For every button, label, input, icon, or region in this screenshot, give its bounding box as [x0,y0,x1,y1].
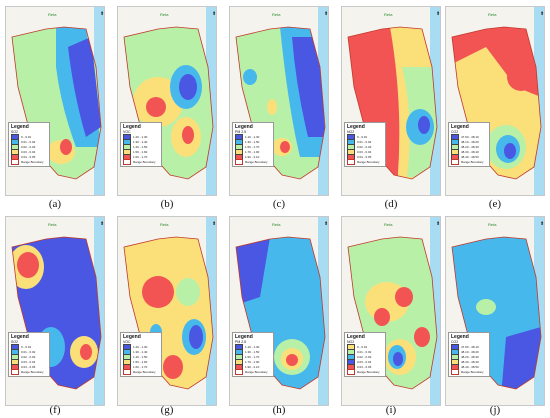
caption-h: (h) [272,404,286,416]
svg-text:Reta: Reta [488,12,497,17]
map-panel-i: Reta ⬆ Legend NO2 0 - 0.01 0.01 - 0.02 0… [341,216,441,406]
map-panel-f: Reta ⬆ Legend SO2 0 - 0.01 0.01 - 0.02 0… [5,216,105,406]
map-b: Reta ⬆ [123,7,216,195]
caption-g: (g) [160,404,174,416]
map-d: Reta ⬆ [347,7,440,195]
caption-f: (f) [49,404,61,416]
map-panel-d: Reta ⬆ Legend NO2 0 - 0.01 0.01 - 0.02 0… [341,6,441,196]
legend-d: Legend NO2 0 - 0.01 0.01 - 0.02 0.02 - 0… [344,122,386,167]
north-arrow-icon: ⬆ [324,11,328,17]
map-f: Reta ⬆ [11,217,104,405]
svg-text:Reta: Reta [272,222,281,227]
map-header-label: Reta [48,12,57,17]
svg-text:Reta: Reta [160,222,169,227]
north-arrow-icon: ⬆ [324,221,328,227]
map-panel-c: Reta ⬆ Legend PM 2.5 1.10 - 1.30 1.30 - … [229,6,329,196]
map-a: Reta ⬆ [11,7,104,195]
caption-d: (d) [384,198,398,210]
caption-b: (b) [160,198,174,210]
legend-j: Legend CO2 47.90 - 48.10 48.10 - 48.20 4… [448,332,490,377]
map-panel-j: Reta ⬆ Legend CO2 47.90 - 48.10 48.10 - … [445,216,545,406]
svg-text:Reta: Reta [384,12,393,17]
legend-h: Legend PM 2.5 1.10 - 1.30 1.30 - 1.50 1.… [232,332,274,377]
north-arrow-icon: ⬆ [100,11,104,17]
map-h: Reta ⬆ [235,217,328,405]
svg-text:Reta: Reta [272,12,281,17]
north-arrow-icon: ⬆ [540,221,544,227]
map-panel-g: Reta ⬆ Legend VOC 1.20 - 1.30 1.30 - 1.4… [117,216,217,406]
north-arrow-icon: ⬆ [212,221,216,227]
map-panel-e: Reta ⬆ Legend CO2 47.90 - 48.10 48.10 - … [445,6,545,196]
legend-i: Legend NO2 0 - 0.01 0.01 - 0.02 0.02 - 0… [344,332,386,377]
north-arrow-icon: ⬆ [540,11,544,17]
legend-c: Legend PM 2.5 1.10 - 1.30 1.30 - 1.50 1.… [232,122,274,167]
map-i: Reta ⬆ [347,217,440,405]
legend-g: Legend VOC 1.20 - 1.30 1.30 - 1.40 1.40 … [120,332,162,377]
map-panel-a: Reta ⬆ Legend SO2 0 - 0.01 0.01 - 0.02 0… [5,6,105,196]
caption-i: (i) [385,404,397,416]
legend-e: Legend CO2 47.90 - 48.10 48.10 - 48.20 4… [448,122,490,167]
map-c: Reta ⬆ [235,7,328,195]
svg-text:Reta: Reta [488,222,497,227]
legend-variable: SO2 [11,130,19,134]
svg-text:Reta: Reta [160,12,169,17]
map-g: Reta ⬆ [123,217,216,405]
caption-j: (j) [489,404,501,416]
caption-a: (a) [48,198,62,210]
legend-f: Legend SO2 0 - 0.01 0.01 - 0.02 0.02 - 0… [8,332,50,377]
svg-text:Reta: Reta [48,222,57,227]
svg-text:Reta: Reta [384,222,393,227]
legend-b: Legend VOC 1.20 - 1.30 1.30 - 1.40 1.40 … [120,122,162,167]
legend-title: Legend [11,124,29,130]
caption-e: (e) [488,198,502,210]
north-arrow-icon: ⬆ [436,221,440,227]
legend-a: Legend SO2 0 - 0.01 0.01 - 0.02 0.02 - 0… [8,122,50,167]
north-arrow-icon: ⬆ [436,11,440,17]
caption-c: (c) [272,198,286,210]
map-e: Reta ⬆ [451,7,544,195]
map-j: Reta ⬆ [451,217,544,405]
north-arrow-icon: ⬆ [212,11,216,17]
map-panel-b: Reta ⬆ Legend VOC 1.20 - 1.30 1.30 - 1.4… [117,6,217,196]
north-arrow-icon: ⬆ [100,221,104,227]
map-panel-h: Reta ⬆ Legend PM 2.5 1.10 - 1.30 1.30 - … [229,216,329,406]
